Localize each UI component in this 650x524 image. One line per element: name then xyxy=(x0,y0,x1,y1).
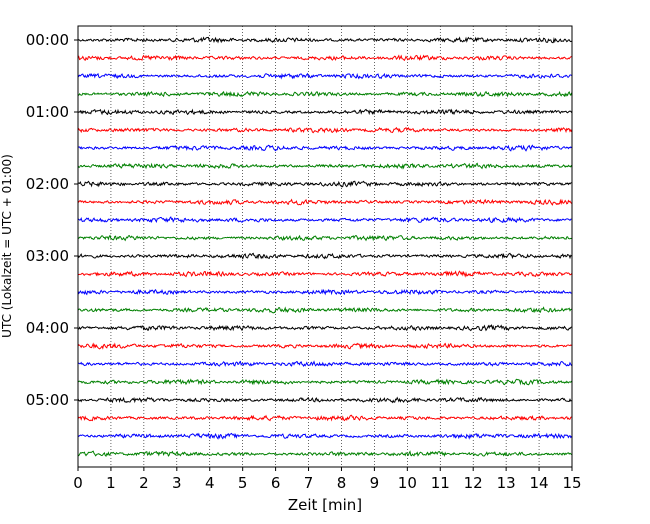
trace-0045 xyxy=(77,90,573,98)
trace-0445 xyxy=(77,378,573,386)
trace-0400 xyxy=(77,324,572,332)
x-tick-label: 12 xyxy=(464,474,483,492)
x-tick-label: 4 xyxy=(205,474,215,492)
trace-0500 xyxy=(77,396,572,404)
trace-0330 xyxy=(77,288,572,296)
trace-0530 xyxy=(77,432,573,440)
trace-0130 xyxy=(77,144,572,152)
trace-0200 xyxy=(77,180,572,188)
x-tick-label: 13 xyxy=(497,474,516,492)
x-tick-label: 7 xyxy=(304,474,314,492)
y-tick-label: 01:00 xyxy=(26,103,69,121)
y-tick-label: 02:00 xyxy=(26,175,69,193)
trace-0100 xyxy=(77,108,573,116)
trace-0015 xyxy=(77,54,572,62)
plot-frame xyxy=(77,25,573,468)
x-axis: 0 1 2 3 4 5 6 7 8 9 10 11 12 13 14 15 xyxy=(73,467,582,492)
trace-0415 xyxy=(77,342,572,350)
y-axis-label: UTC (Lokalzeit = UTC + 01:00) xyxy=(0,154,14,338)
trace-0345 xyxy=(77,306,572,314)
x-tick-label: 5 xyxy=(238,474,248,492)
x-tick-label: 0 xyxy=(73,474,83,492)
trace-0545 xyxy=(77,450,572,458)
x-tick-label: 3 xyxy=(172,474,182,492)
trace-0245 xyxy=(77,234,572,242)
trace-0145 xyxy=(77,162,573,170)
y-tick-label: 00:00 xyxy=(26,31,69,49)
y-tick-label: 03:00 xyxy=(26,247,69,265)
y-tick-label: 04:00 xyxy=(26,319,69,337)
trace-0215 xyxy=(77,198,572,206)
trace-0000 xyxy=(77,36,572,44)
x-tick-label: 15 xyxy=(562,474,581,492)
x-tick-label: 2 xyxy=(139,474,149,492)
x-tick-label: 11 xyxy=(431,474,450,492)
x-tick-label: 9 xyxy=(370,474,380,492)
trace-layer xyxy=(77,36,573,458)
x-axis-label: Zeit [min] xyxy=(288,496,362,514)
x-tick-label: 6 xyxy=(271,474,281,492)
y-tick-label: 05:00 xyxy=(26,391,69,409)
trace-0315 xyxy=(77,270,572,278)
x-tick-label: 14 xyxy=(530,474,549,492)
trace-0515 xyxy=(77,414,572,422)
y-axis: 00:00 01:00 02:00 03:00 04:00 05:00 xyxy=(26,31,78,409)
trace-0115 xyxy=(77,126,573,134)
x-tick-label: 8 xyxy=(337,474,347,492)
x-tick-label: 10 xyxy=(398,474,417,492)
trace-0430 xyxy=(77,360,573,368)
x-tick-label: 1 xyxy=(106,474,116,492)
trace-0230 xyxy=(77,216,572,224)
trace-0030 xyxy=(77,72,572,80)
trace-0300 xyxy=(77,252,572,260)
